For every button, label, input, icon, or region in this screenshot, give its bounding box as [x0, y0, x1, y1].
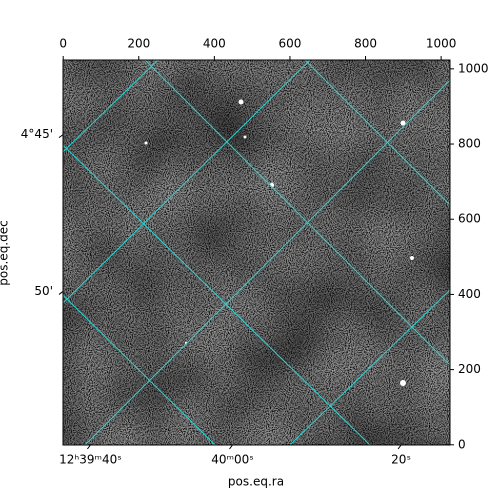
ra-tick-label: 40ᵐ00ˢ: [211, 453, 254, 467]
y-tick-label: 800: [458, 137, 481, 151]
axes-frame: [62, 59, 451, 446]
grid-line: [144, 60, 450, 366]
dec-tick: [58, 291, 64, 295]
ra-tick: [397, 444, 402, 450]
grid-line: [84, 79, 450, 445]
x-tick-label: 0: [59, 37, 67, 51]
grid-line: [289, 289, 450, 445]
x-axis-label: pos.eq.ra: [228, 475, 284, 489]
x-tick-label: 800: [354, 37, 377, 51]
stars: [144, 99, 414, 386]
grid-line: [63, 60, 159, 153]
dec-tick-label: 4°45': [21, 127, 53, 141]
x-tick-label: 200: [127, 37, 150, 51]
coordinate-grid: [63, 60, 450, 445]
ra-tick: [229, 444, 233, 450]
sky-image: [63, 60, 450, 445]
x-tick-label: 400: [203, 37, 226, 51]
y-tick-label: 400: [458, 287, 481, 301]
y-tick-label: 600: [458, 212, 481, 226]
y-axis-label: pos.eq.dec: [0, 220, 11, 285]
y-tick-label: 200: [458, 362, 481, 376]
y-tick-label: 0: [458, 437, 466, 451]
x-tick-label: 1000: [426, 37, 457, 51]
grid-line: [63, 60, 311, 304]
y-tick-label: 1000: [458, 61, 489, 75]
x-tick-label: 600: [278, 37, 301, 51]
ra-tick: [86, 444, 91, 450]
dec-tick-label: 50': [34, 284, 53, 298]
grid-line: [63, 144, 371, 445]
ra-tick-label: 12ʰ39ᵐ40ˢ: [59, 453, 122, 467]
grid-line: [63, 294, 216, 445]
ra-tick-label: 20ˢ: [391, 453, 411, 467]
grid-line: [304, 60, 450, 206]
dec-tick: [58, 134, 64, 139]
